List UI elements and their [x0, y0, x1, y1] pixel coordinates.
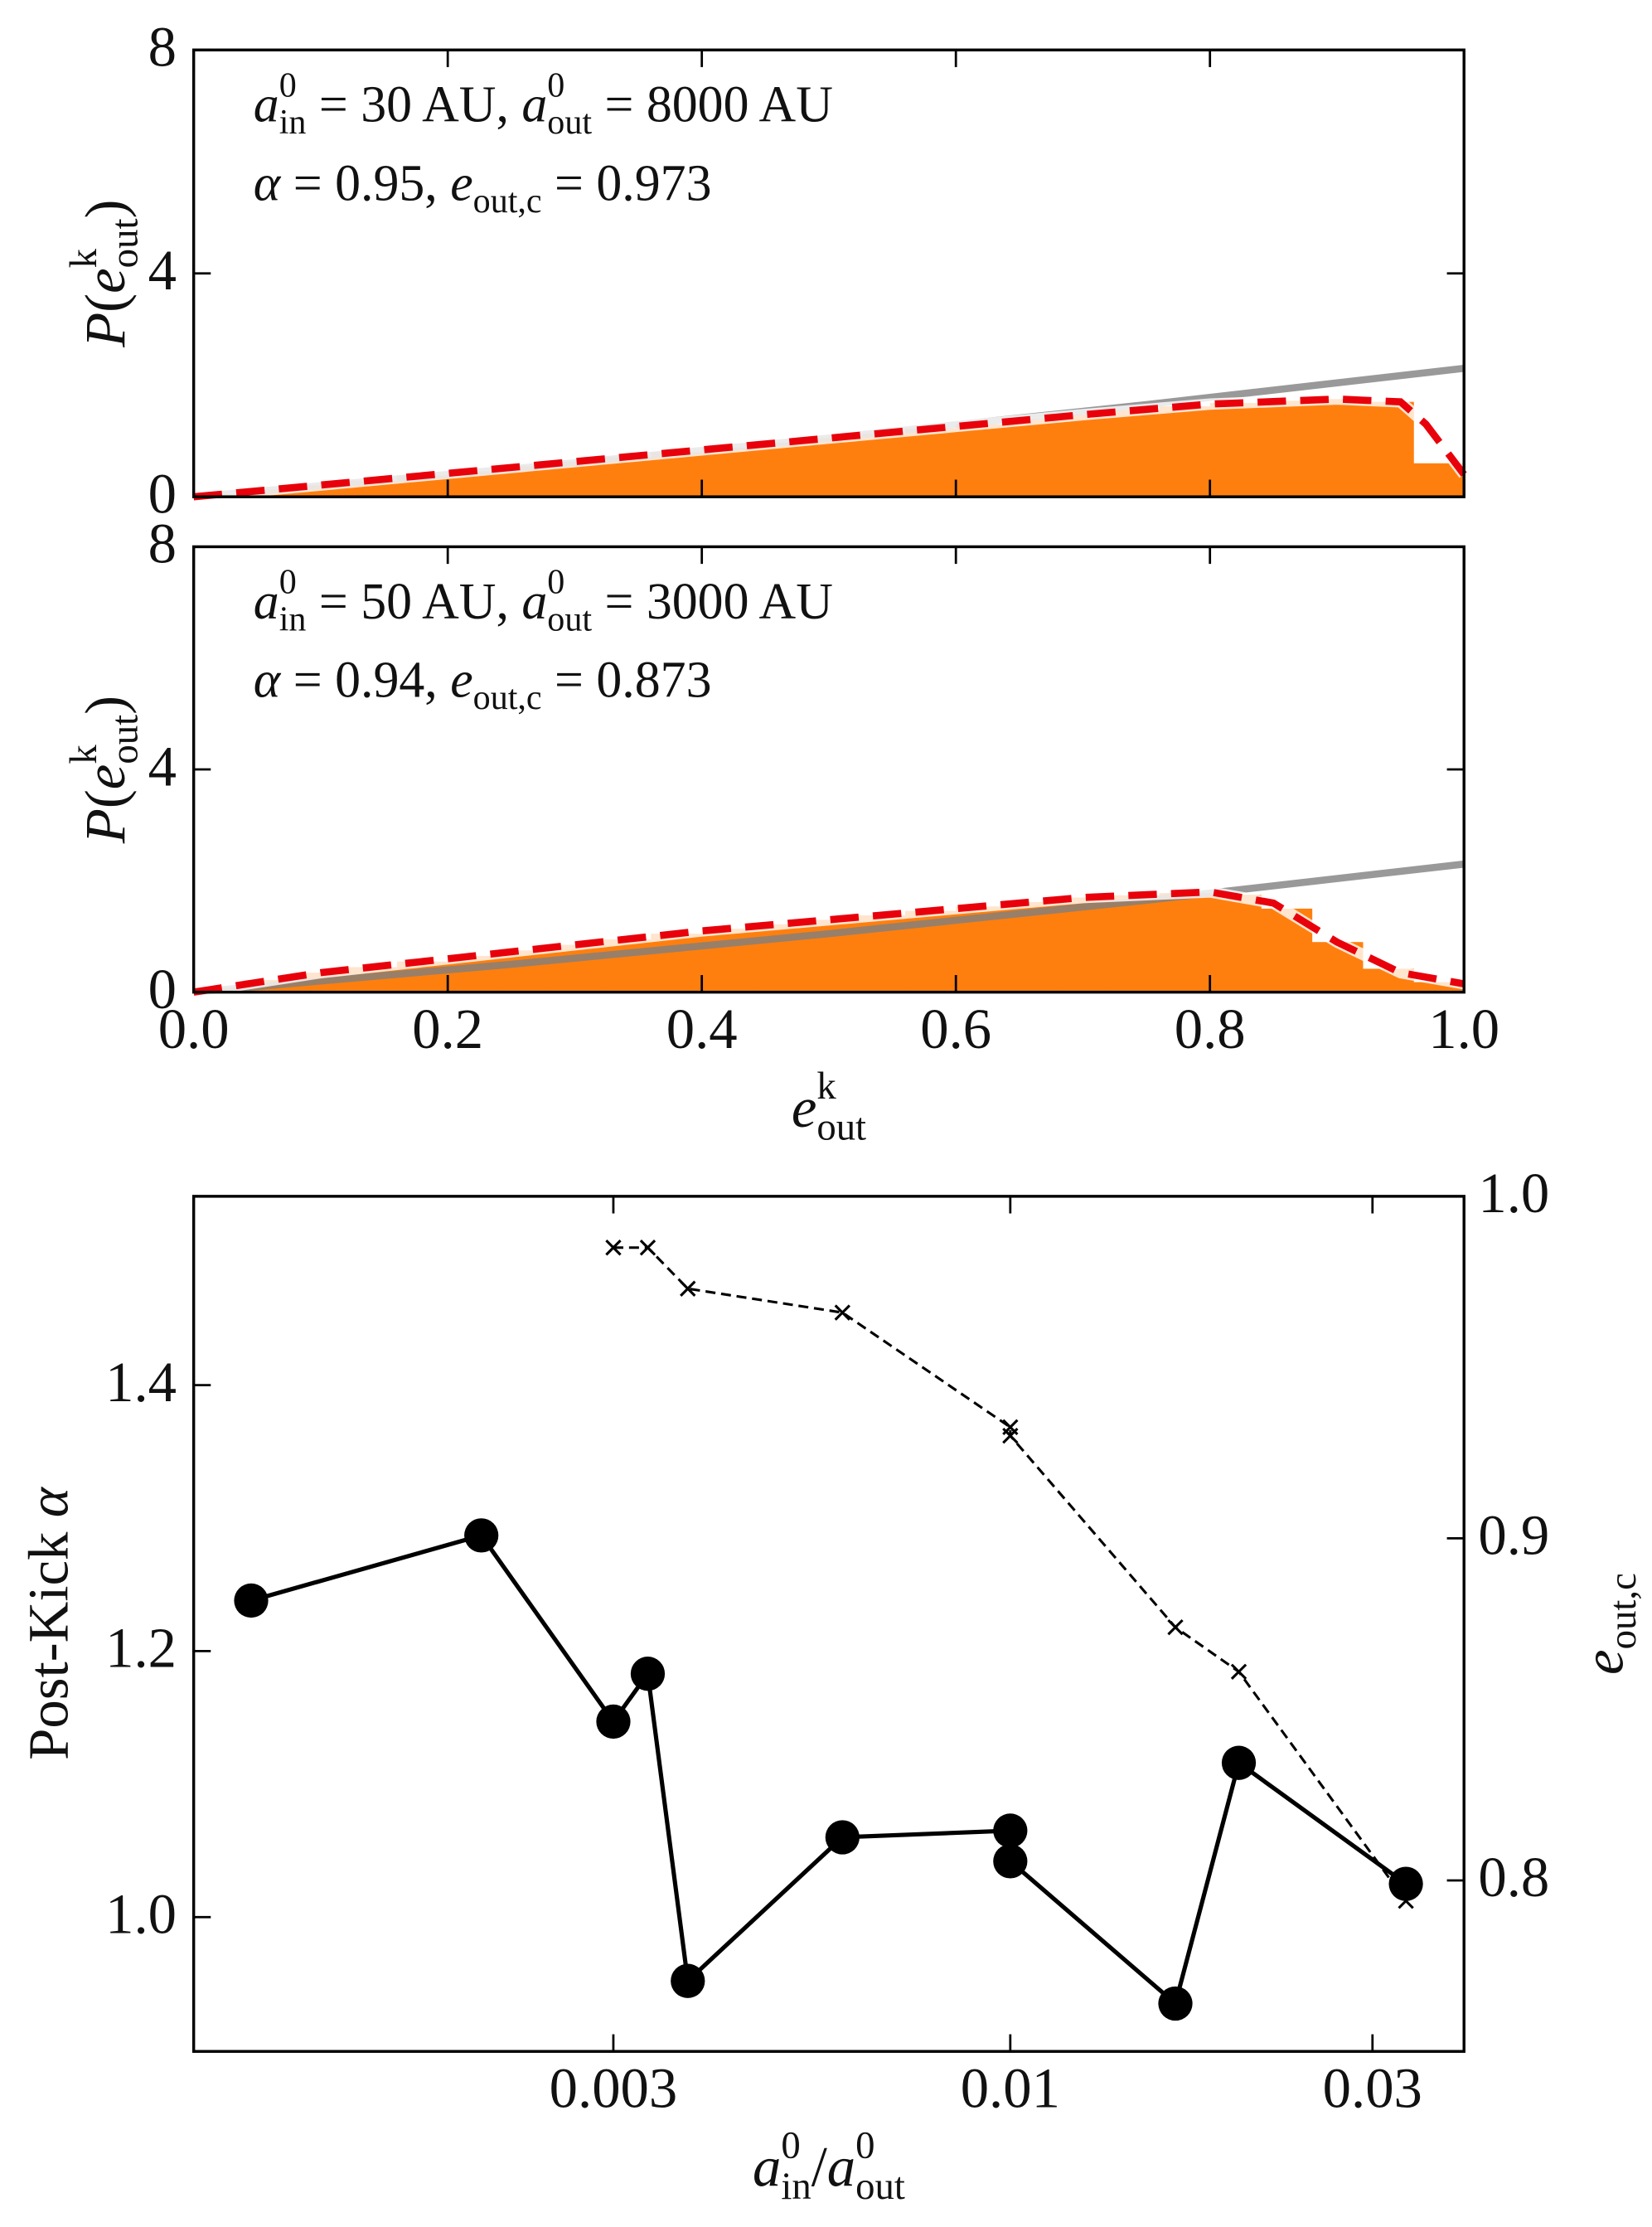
- x-tick-label: 0.03: [1323, 2057, 1422, 2120]
- x-axis-label: a0 in/a0 out: [753, 2123, 905, 2208]
- histogram-bar: [600, 939, 652, 992]
- histogram-bar: [1057, 897, 1109, 992]
- model-curve: [193, 860, 1465, 996]
- histogram-bar: [1159, 893, 1211, 992]
- point-marker: [1158, 1986, 1193, 2021]
- annotation: a0 in = 50 AU, a0 out = 3000 AU: [254, 562, 833, 638]
- histogram-bar: [803, 438, 855, 497]
- cross-marker: [1398, 1893, 1414, 1909]
- cross-marker: [1002, 1427, 1019, 1444]
- cross-marker: [1230, 1663, 1247, 1680]
- histogram-bar: [1209, 895, 1262, 992]
- point-marker: [1221, 1745, 1257, 1780]
- x-tick-label: 1.0: [1428, 997, 1499, 1060]
- x-tick-label: 0.8: [1175, 997, 1246, 1060]
- y-axis-label: P(ekout): [62, 696, 146, 844]
- series-line: [613, 1246, 1407, 1902]
- point-marker: [464, 1518, 499, 1553]
- point-marker: [993, 1813, 1028, 1848]
- y-tick-label: 1.0: [105, 1882, 177, 1945]
- cross-marker: [639, 1240, 656, 1256]
- histogram-bar: [1209, 403, 1262, 497]
- annotation: α = 0.94, eout,c = 0.873: [254, 653, 712, 717]
- histogram-bar: [1108, 410, 1160, 497]
- x-tick-label: 0.4: [666, 997, 738, 1060]
- point-marker: [671, 1963, 705, 1998]
- x-tick-label: 0.0: [158, 997, 230, 1060]
- x-tick-label: 0.2: [412, 997, 483, 1060]
- histogram-bar: [1108, 895, 1160, 992]
- y-tick-label: 0: [148, 462, 177, 525]
- annotation: a0 in = 30 AU, a0 out = 8000 AU: [254, 66, 833, 142]
- y2-tick-label: 1.0: [1478, 1162, 1549, 1225]
- y-axis-label: Post-Kick α: [17, 1486, 80, 1760]
- y2-axis-label: eout,c: [1572, 1573, 1644, 1675]
- x-tick-label: 0.6: [920, 997, 991, 1060]
- x-axis-label: ek out: [792, 1065, 866, 1149]
- point-marker: [993, 1844, 1028, 1879]
- cross-marker: [834, 1304, 851, 1321]
- histogram-bar: [752, 442, 805, 497]
- histogram-bar: [1311, 399, 1364, 497]
- histogram-bar: [1261, 400, 1313, 497]
- y2-tick-label: 0.9: [1478, 1504, 1549, 1567]
- point-marker: [825, 1820, 860, 1855]
- y-tick-label: 4: [148, 239, 177, 302]
- cross-marker: [680, 1280, 696, 1297]
- y-tick-label: 4: [148, 735, 177, 798]
- point-marker: [1388, 1866, 1423, 1901]
- histogram-bar: [651, 934, 703, 992]
- histogram-bar: [854, 434, 906, 497]
- y-tick-label: 8: [148, 512, 177, 575]
- fit-curve: [193, 395, 1467, 501]
- histogram-bar: [956, 424, 1008, 497]
- histogram-bar: [1057, 415, 1109, 497]
- histogram-bar: [1006, 419, 1059, 497]
- plot-frame: [191, 1195, 1465, 2053]
- y-axis-label: P(ekout): [62, 200, 146, 348]
- histogram-bar: [1362, 401, 1414, 497]
- histogram-bar: [1159, 406, 1211, 497]
- cross-marker: [605, 1240, 622, 1256]
- y-tick-label: 0: [148, 958, 177, 1021]
- histogram-bar: [701, 447, 753, 497]
- histogram-bar: [904, 428, 957, 497]
- histogram-bar: [549, 944, 601, 992]
- x-tick-label: 0.01: [961, 2057, 1060, 2120]
- point-marker: [596, 1704, 631, 1739]
- y2-tick-label: 0.8: [1478, 1846, 1549, 1909]
- x-tick-label: 0.003: [550, 2057, 678, 2120]
- cross-marker: [1167, 1618, 1184, 1636]
- annotation: α = 0.95, eout,c = 0.973: [254, 155, 712, 220]
- point-marker: [630, 1657, 666, 1691]
- y-tick-label: 1.2: [105, 1617, 177, 1680]
- y-tick-label: 8: [148, 15, 177, 78]
- fit-curve: [193, 888, 1465, 996]
- y-tick-label: 1.4: [105, 1351, 177, 1414]
- histogram-bar: [651, 452, 703, 497]
- point-marker: [234, 1583, 269, 1618]
